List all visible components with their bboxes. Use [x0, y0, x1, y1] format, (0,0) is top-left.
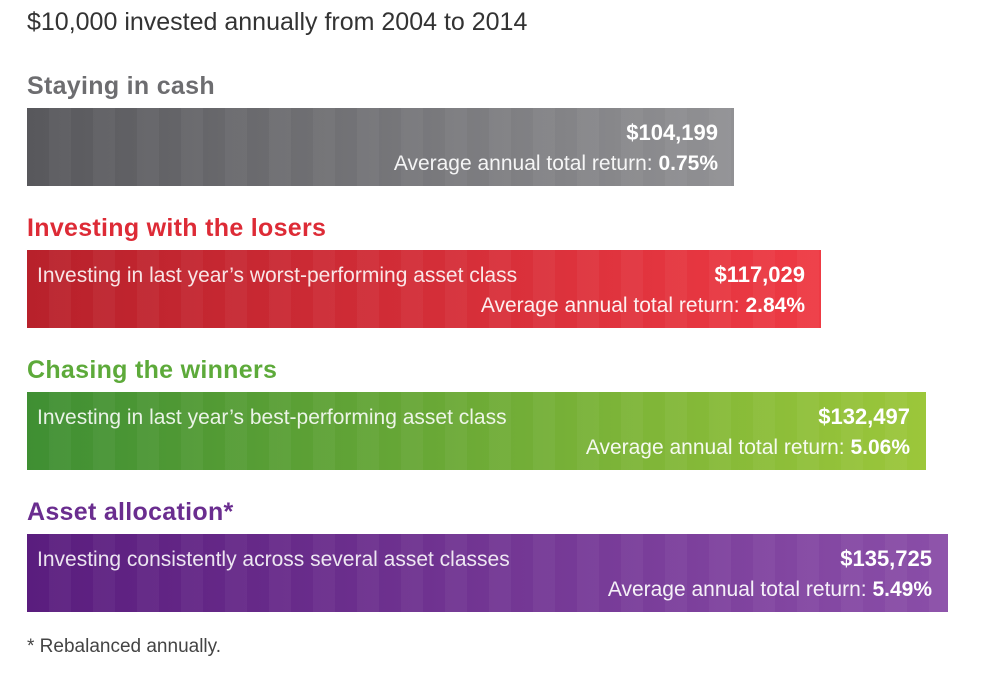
footnote: * Rebalanced annually. — [27, 636, 222, 657]
return-label-staying-in-cash: Average annual total return: 0.75% — [393, 152, 718, 175]
heading-asset-allocation: Asset allocation* — [27, 498, 234, 526]
description-chasing-the-winners: Investing in last year’s best-performing… — [37, 406, 507, 429]
description-investing-with-losers: Investing in last year’s worst-performin… — [37, 264, 518, 287]
bar-staying-in-cash: $104,199 Average annual total return: 0.… — [27, 108, 734, 186]
value-label-investing-with-losers: $117,029 — [714, 262, 805, 287]
return-label-asset-allocation: Average annual total return: 5.49% — [607, 578, 932, 601]
value-label-staying-in-cash: $104,199 — [626, 120, 718, 145]
return-label-chasing-the-winners: Average annual total return: 5.06% — [585, 436, 910, 459]
chart-title: $10,000 invested annually from 2004 to 2… — [27, 8, 528, 36]
heading-staying-in-cash: Staying in cash — [27, 72, 215, 100]
value-label-chasing-the-winners: $132,497 — [818, 404, 910, 429]
bar-chasing-the-winners: Investing in last year’s best-performing… — [27, 392, 926, 470]
return-label-investing-with-losers: Average annual total return: 2.84% — [480, 294, 805, 317]
heading-chasing-the-winners: Chasing the winners — [27, 356, 278, 384]
heading-investing-with-losers: Investing with the losers — [27, 214, 327, 242]
bar-investing-with-losers: Investing in last year’s worst-performin… — [27, 250, 821, 328]
value-label-asset-allocation: $135,725 — [840, 546, 932, 571]
bar-asset-allocation: Investing consistently across several as… — [27, 534, 948, 612]
description-asset-allocation: Investing consistently across several as… — [37, 548, 510, 571]
